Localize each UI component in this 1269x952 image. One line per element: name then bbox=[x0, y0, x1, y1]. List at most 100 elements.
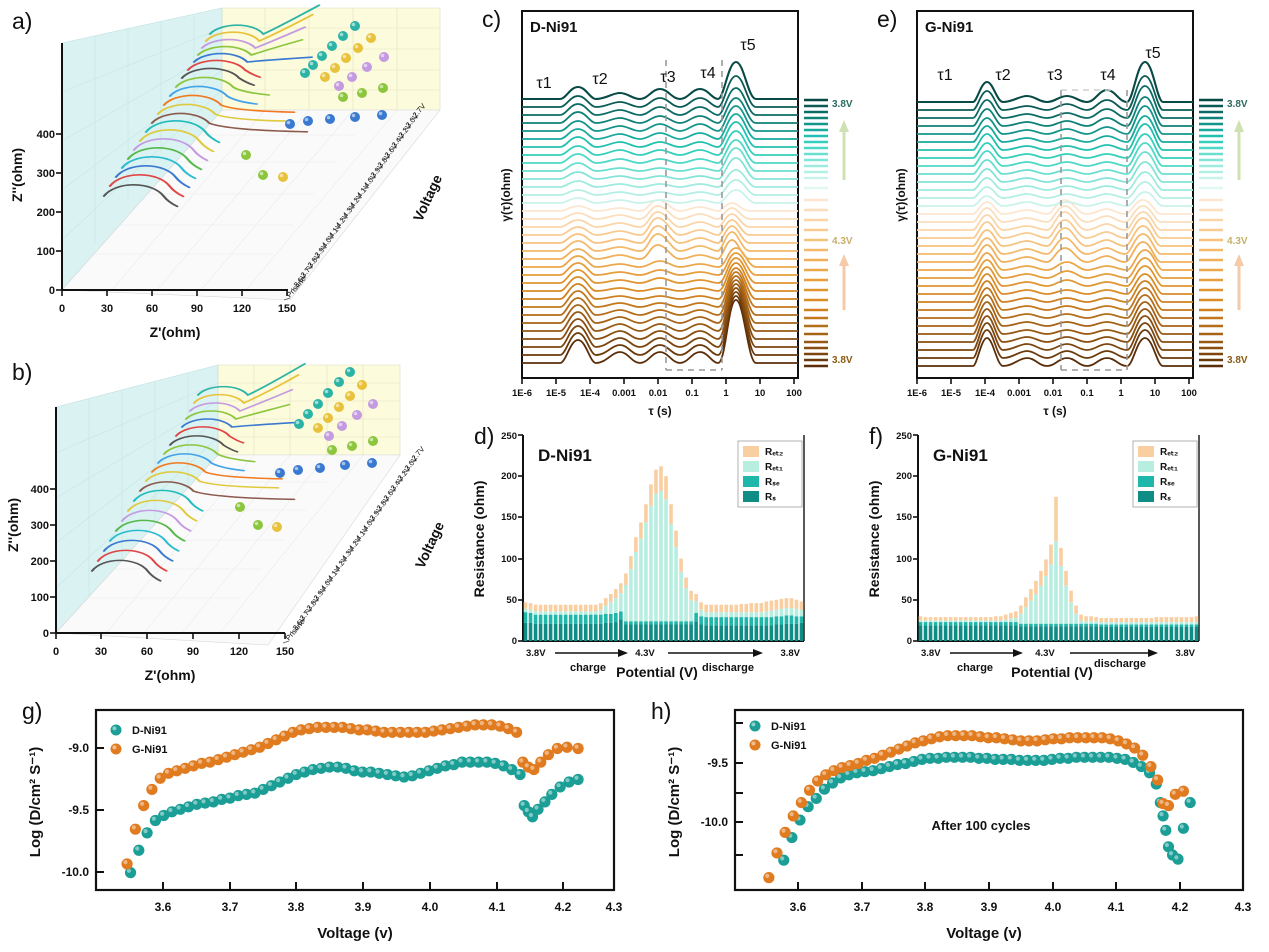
bar-segment bbox=[1134, 622, 1139, 625]
bar-segment bbox=[583, 614, 588, 624]
panel-f-legend: Rₑₜ₂ Rₑₜ₁ Rₛₑ Rₛ bbox=[1132, 440, 1198, 508]
legend-label-d: D-Ni91 bbox=[132, 725, 167, 737]
data-point-highlight bbox=[1122, 740, 1127, 745]
bar-segment bbox=[1029, 623, 1033, 627]
panel-d-axis-start: 3.8V bbox=[526, 648, 546, 659]
bar-segment bbox=[794, 623, 799, 641]
bar-segment bbox=[674, 530, 678, 548]
bar-segment bbox=[938, 617, 943, 621]
panel-b-xtick-4: 120 bbox=[230, 646, 248, 658]
data-point bbox=[320, 721, 332, 733]
data-point-highlight bbox=[388, 728, 393, 733]
bar-segment bbox=[1179, 624, 1184, 627]
data-point bbox=[940, 751, 952, 763]
bar-segment bbox=[1124, 622, 1129, 625]
bar-segment bbox=[978, 625, 983, 641]
data-point-highlight bbox=[976, 732, 981, 738]
panel-a-ylabel: Z''(ohm) bbox=[9, 148, 25, 202]
bar-segment bbox=[669, 504, 673, 524]
data-point-highlight bbox=[534, 805, 539, 810]
bar-segment bbox=[1109, 626, 1113, 641]
bar-segment bbox=[674, 624, 678, 641]
bar-segment bbox=[578, 623, 583, 641]
panel-b-ytick-2: 200 bbox=[31, 556, 49, 568]
data-point bbox=[1184, 796, 1196, 809]
data-point-highlight bbox=[516, 770, 521, 775]
data-point-highlight bbox=[1105, 753, 1110, 758]
bar-segment bbox=[694, 601, 698, 613]
data-point bbox=[1087, 751, 1099, 763]
bar-segment bbox=[679, 624, 683, 641]
panel-e-xtick-6: 1 bbox=[1118, 388, 1124, 399]
data-point-highlight bbox=[1137, 762, 1142, 767]
bar-segment bbox=[983, 620, 988, 623]
bar-segment bbox=[1044, 626, 1048, 641]
data-point-highlight bbox=[201, 799, 206, 804]
data-point bbox=[535, 756, 547, 768]
data-point bbox=[958, 730, 970, 742]
bar-segment bbox=[1159, 617, 1164, 623]
bar-segment bbox=[533, 614, 538, 624]
data-point-highlight bbox=[413, 728, 418, 733]
data-point-highlight bbox=[164, 769, 170, 774]
bar-segment bbox=[953, 622, 958, 626]
bar-segment bbox=[684, 577, 688, 589]
bar-segment bbox=[1024, 597, 1028, 608]
bar-segment bbox=[704, 612, 708, 618]
bar-segment bbox=[1189, 626, 1194, 641]
panel-e-xtick-8: 100 bbox=[1181, 388, 1197, 399]
data-point-highlight bbox=[1098, 733, 1103, 739]
bar-segment bbox=[1079, 614, 1083, 621]
bar-segment bbox=[588, 604, 593, 612]
panel-h-xtick-5: 4.1 bbox=[1108, 900, 1125, 914]
data-point bbox=[477, 719, 490, 731]
data-point bbox=[1064, 732, 1076, 744]
data-point-highlight bbox=[1114, 736, 1119, 742]
panel-d-legend: Rₑₜ₂ Rₑₜ₁ Rₛₑ Rₛ bbox=[737, 440, 803, 508]
bar-segment bbox=[1149, 626, 1154, 641]
bar-segment bbox=[1109, 624, 1113, 627]
panel-a-ytick-0: 0 bbox=[49, 285, 55, 297]
data-point-highlight bbox=[520, 801, 525, 806]
bar-segment bbox=[1099, 626, 1103, 641]
bar-segment bbox=[988, 625, 993, 641]
panel-f-title: G-Ni91 bbox=[933, 446, 988, 465]
bar-segment bbox=[739, 612, 744, 618]
bar-segment bbox=[1064, 585, 1068, 624]
data-point bbox=[1137, 749, 1149, 761]
data-point bbox=[373, 767, 385, 779]
data-point-highlight bbox=[1040, 756, 1045, 761]
data-point bbox=[551, 742, 563, 755]
bar-segment bbox=[694, 594, 698, 602]
bar-segment bbox=[923, 617, 928, 621]
bar-segment bbox=[948, 625, 953, 641]
panel-e-xtick-1: 1E-5 bbox=[941, 388, 962, 399]
data-point-highlight bbox=[289, 728, 294, 733]
bar-segment bbox=[1189, 622, 1194, 625]
panel-c-xtick-8: 100 bbox=[786, 388, 802, 399]
bar-segment bbox=[1014, 625, 1018, 641]
arrow-up-teal-icon bbox=[1234, 120, 1244, 180]
bar-segment bbox=[943, 620, 948, 623]
bar-segment bbox=[654, 493, 658, 622]
panel-e-ylabel: γ(τ)(ohm) bbox=[894, 168, 908, 221]
data-point-highlight bbox=[1080, 753, 1085, 758]
data-point bbox=[345, 723, 357, 735]
bar-segment bbox=[1129, 622, 1134, 625]
data-point bbox=[386, 726, 398, 738]
panel-f-ytick-3: 150 bbox=[896, 512, 912, 523]
data-point-highlight bbox=[901, 759, 907, 764]
bar-segment bbox=[739, 625, 744, 641]
bar-segment bbox=[973, 617, 978, 621]
data-point-highlight bbox=[877, 764, 882, 769]
bar-segment bbox=[1154, 622, 1159, 625]
bar-segment bbox=[659, 621, 663, 625]
bar-segment bbox=[1069, 590, 1073, 603]
tau3-label: τ3 bbox=[660, 69, 675, 86]
tau1-label: τ1 bbox=[937, 67, 952, 84]
bar-segment bbox=[983, 625, 988, 641]
bar-segment bbox=[644, 504, 648, 523]
bar-segment bbox=[759, 612, 764, 618]
bar-segment bbox=[1139, 624, 1144, 627]
data-point-highlight bbox=[1015, 756, 1020, 761]
